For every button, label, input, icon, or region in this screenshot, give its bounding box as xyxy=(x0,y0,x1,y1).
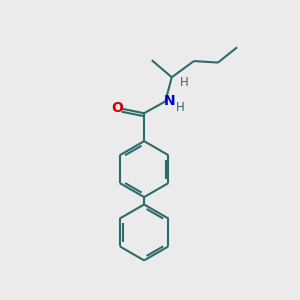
Text: H: H xyxy=(176,101,185,114)
Text: N: N xyxy=(163,94,175,108)
Text: H: H xyxy=(180,76,188,89)
Text: O: O xyxy=(111,101,123,116)
